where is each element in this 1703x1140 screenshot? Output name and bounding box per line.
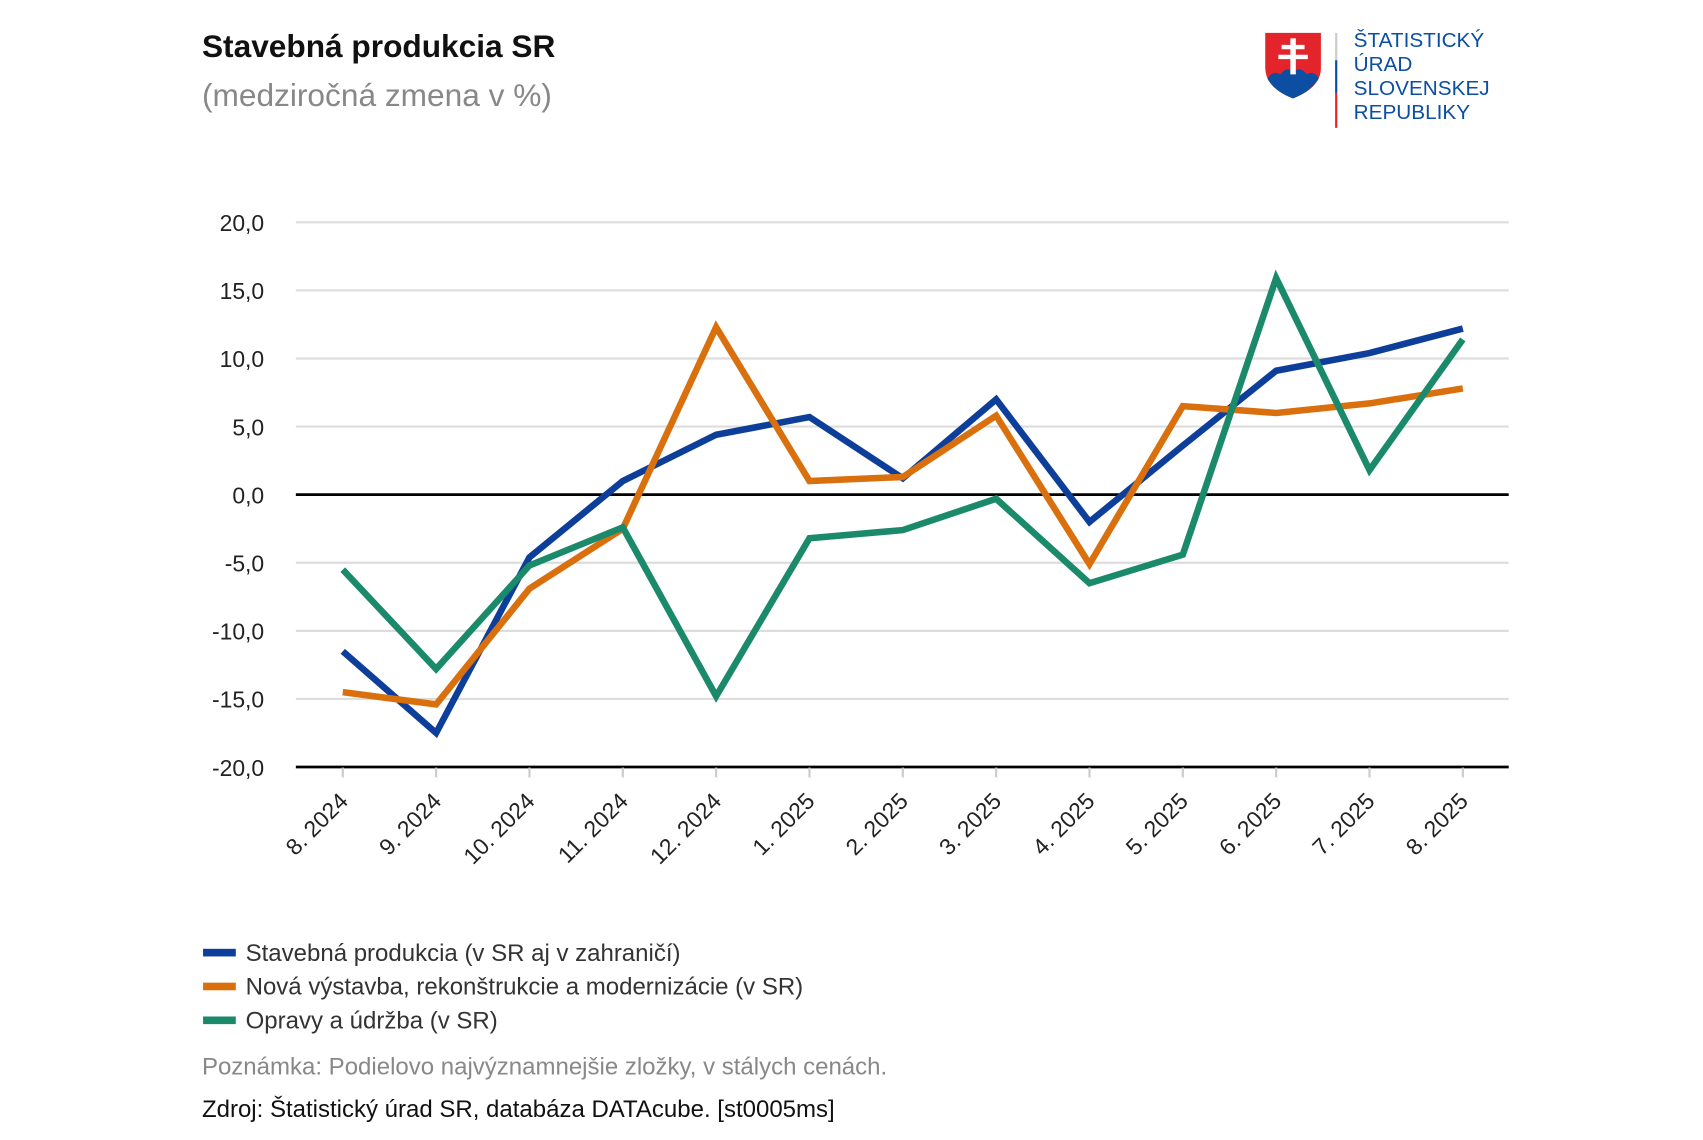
x-tick-label: 5. 2025 bbox=[1120, 788, 1192, 860]
logo-line: REPUBLIKY bbox=[1354, 101, 1471, 124]
series-line-2 bbox=[340, 269, 1466, 703]
y-tick-label: 5,0 bbox=[232, 414, 264, 440]
series-line-1 bbox=[342, 320, 1464, 708]
legend-swatch bbox=[203, 982, 236, 991]
legend: Stavebná produkcia (v SR aj v zahraničí)… bbox=[203, 940, 803, 1035]
y-tick-label: 15,0 bbox=[220, 278, 265, 304]
chart-subtitle: (medziročná zmena v %) bbox=[202, 77, 552, 113]
x-tick-label: 12. 2024 bbox=[645, 787, 727, 869]
logo: ŠTATISTICKÝ ÚRAD SLOVENSKEJ REPUBLIKY bbox=[1265, 29, 1490, 128]
legend-label: Stavebná produkcia (v SR aj v zahraničí) bbox=[246, 940, 681, 967]
x-tick-label: 4. 2025 bbox=[1027, 788, 1099, 860]
logo-line: ŠTATISTICKÝ bbox=[1354, 29, 1485, 52]
x-tick-label: 9. 2024 bbox=[374, 788, 447, 861]
chart-title: Stavebná produkcia SR bbox=[202, 28, 556, 64]
chart-source: Zdroj: Štatistický úrad SR, databáza DAT… bbox=[202, 1095, 835, 1123]
legend-swatch bbox=[203, 948, 236, 957]
y-tick-label: -15,0 bbox=[212, 687, 264, 713]
chart-note: Poznámka: Podielovo najvýznamnejšie zlož… bbox=[202, 1053, 887, 1080]
logo-line: SLOVENSKEJ bbox=[1354, 77, 1490, 100]
y-tick-label: 0,0 bbox=[232, 482, 264, 508]
x-tick-label: 6. 2025 bbox=[1214, 788, 1286, 860]
y-tick-label: 10,0 bbox=[220, 346, 265, 372]
x-tick-label: 3. 2025 bbox=[934, 788, 1006, 860]
x-tick-label: 7. 2025 bbox=[1307, 788, 1379, 860]
y-tick-label: -20,0 bbox=[212, 755, 264, 781]
x-tick-label: 8. 2025 bbox=[1400, 788, 1472, 860]
legend-swatch bbox=[203, 1016, 236, 1025]
x-tick-label: 2. 2025 bbox=[840, 788, 912, 860]
legend-label: Nová výstavba, rekonštrukcie a modernizá… bbox=[246, 974, 804, 1001]
legend-label: Opravy a údržba (v SR) bbox=[246, 1007, 498, 1034]
y-tick-label: 20,0 bbox=[220, 210, 265, 236]
y-tick-label: -10,0 bbox=[212, 619, 264, 645]
x-tick-label: 10. 2024 bbox=[458, 787, 540, 869]
x-tick-label: 8. 2024 bbox=[280, 788, 353, 861]
logo-line: ÚRAD bbox=[1354, 53, 1413, 76]
y-tick-label: -5,0 bbox=[225, 551, 264, 577]
x-tick-label: 1. 2025 bbox=[747, 788, 819, 860]
x-tick-label: 11. 2024 bbox=[553, 787, 633, 867]
